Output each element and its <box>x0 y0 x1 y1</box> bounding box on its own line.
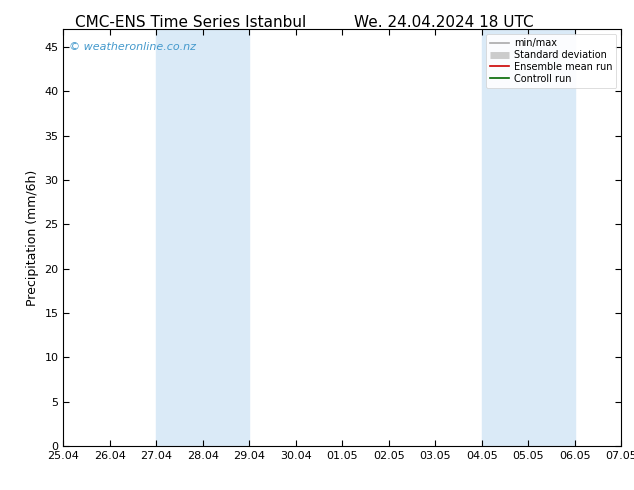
Legend: min/max, Standard deviation, Ensemble mean run, Controll run: min/max, Standard deviation, Ensemble me… <box>486 34 616 88</box>
Bar <box>482 29 575 446</box>
Bar <box>157 29 249 446</box>
Y-axis label: Precipitation (mm/6h): Precipitation (mm/6h) <box>26 170 39 306</box>
Text: CMC-ENS Time Series Istanbul: CMC-ENS Time Series Istanbul <box>75 15 306 30</box>
Text: We. 24.04.2024 18 UTC: We. 24.04.2024 18 UTC <box>354 15 534 30</box>
Text: © weatheronline.co.nz: © weatheronline.co.nz <box>69 42 196 52</box>
